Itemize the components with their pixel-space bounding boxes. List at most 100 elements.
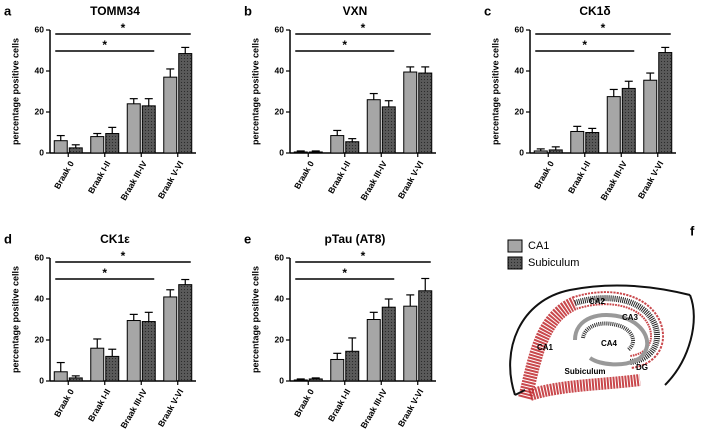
bar (418, 290, 433, 382)
y-axis-label: percentage positive cells (490, 38, 500, 145)
x-tick-label: Braak V-VI (636, 159, 666, 200)
bar (403, 305, 418, 382)
legend-swatch (507, 239, 523, 253)
y-tick-label: 40 (515, 65, 525, 75)
y-tick-label: 0 (519, 147, 524, 157)
x-tick-label: Braak V-VI (396, 159, 426, 200)
significance-star: * (121, 249, 126, 263)
region-label: CA3 (622, 313, 639, 322)
panel: b VXN percentage positive cells 0 20 40 60 Braa… (244, 3, 436, 202)
y-tick-label: 0 (279, 375, 284, 385)
subiculum-band (528, 374, 641, 401)
bar (381, 106, 396, 154)
chart-title: CK1ε (100, 232, 130, 246)
x-tick-label: Braak I-II (326, 159, 353, 195)
legend-label: CA1 (528, 240, 549, 252)
chart-title: VXN (343, 4, 368, 18)
y-tick-label: 60 (515, 24, 525, 34)
panel-letter: c (484, 3, 491, 18)
y-tick-label: 60 (35, 24, 45, 34)
x-tick-label: Braak III-IV (118, 387, 149, 430)
significance-star: * (582, 38, 587, 52)
bar (345, 141, 360, 154)
panel-letter: d (4, 231, 12, 246)
bar (548, 149, 563, 154)
bar (163, 76, 178, 154)
bar (418, 72, 433, 154)
legend-swatch (507, 256, 523, 270)
x-tick-label: Braak I-II (566, 159, 593, 195)
x-tick-label: Braak III-IV (358, 159, 389, 202)
bar (621, 87, 636, 154)
bar (585, 132, 600, 154)
panel-f: f CA2 CA3 CA4 CA1 Subiculum DG (509, 223, 695, 401)
bar (68, 147, 83, 154)
bar (643, 79, 658, 154)
bar (308, 151, 323, 154)
ca-band (574, 295, 660, 365)
bar (293, 379, 308, 382)
legend-label: Subiculum (528, 257, 579, 269)
x-tick-label: Braak III-IV (598, 159, 629, 202)
chart-title: pTau (AT8) (325, 232, 386, 246)
region-label: CA1 (537, 343, 554, 352)
x-tick-label: Braak 0 (52, 387, 76, 419)
significance-star: * (361, 21, 366, 35)
bar (90, 136, 105, 154)
bar (53, 371, 68, 382)
y-tick-label: 40 (275, 65, 285, 75)
x-tick-label: Braak III-IV (358, 387, 389, 430)
bar (126, 103, 141, 154)
bar (658, 52, 673, 154)
outline (509, 284, 691, 396)
bar (105, 355, 120, 382)
bar (178, 53, 193, 154)
bar (308, 378, 323, 382)
bar (163, 296, 178, 382)
panel-letter: f (690, 223, 695, 238)
chart-title: TOMM34 (90, 4, 140, 18)
panel: c CK1δ percentage positive cells 0 20 40 60 Bra… (484, 3, 676, 202)
y-tick-label: 60 (275, 24, 285, 34)
bar (570, 130, 585, 154)
bar (105, 133, 120, 154)
y-tick-label: 60 (275, 252, 285, 262)
y-axis-label: percentage positive cells (250, 266, 260, 373)
y-tick-label: 60 (35, 252, 45, 262)
significance-star: * (361, 249, 366, 263)
y-tick-label: 0 (39, 147, 44, 157)
region-label: DG (636, 363, 648, 372)
x-tick-label: Braak I-II (86, 159, 113, 195)
bar (366, 99, 381, 154)
bar (141, 321, 156, 382)
region-label: CA4 (601, 339, 618, 348)
bar (345, 350, 360, 382)
ca4 (581, 321, 636, 352)
significance-star: * (342, 38, 347, 52)
bar (53, 140, 68, 154)
x-tick-label: Braak 0 (292, 159, 316, 191)
bar (90, 347, 105, 382)
y-axis-label: percentage positive cells (250, 38, 260, 145)
significance-star: * (102, 266, 107, 280)
y-tick-label: 0 (279, 147, 284, 157)
y-tick-label: 20 (275, 106, 285, 116)
significance-star: * (342, 266, 347, 280)
panel: a TOMM34 percentage positive cells 0 20 40 60 B… (4, 3, 196, 202)
bar (330, 135, 345, 154)
bar (533, 150, 548, 154)
bar (330, 358, 345, 382)
y-tick-label: 40 (35, 65, 45, 75)
x-tick-label: Braak III-IV (118, 159, 149, 202)
bar (178, 284, 193, 382)
arrow (514, 389, 526, 396)
y-tick-label: 20 (275, 334, 285, 344)
region-label: Subiculum (565, 367, 606, 376)
y-axis-label: percentage positive cells (10, 38, 20, 145)
y-tick-label: 40 (35, 293, 45, 303)
significance-star: * (102, 38, 107, 52)
y-tick-label: 20 (35, 334, 45, 344)
y-tick-label: 20 (35, 106, 45, 116)
bar (141, 105, 156, 154)
